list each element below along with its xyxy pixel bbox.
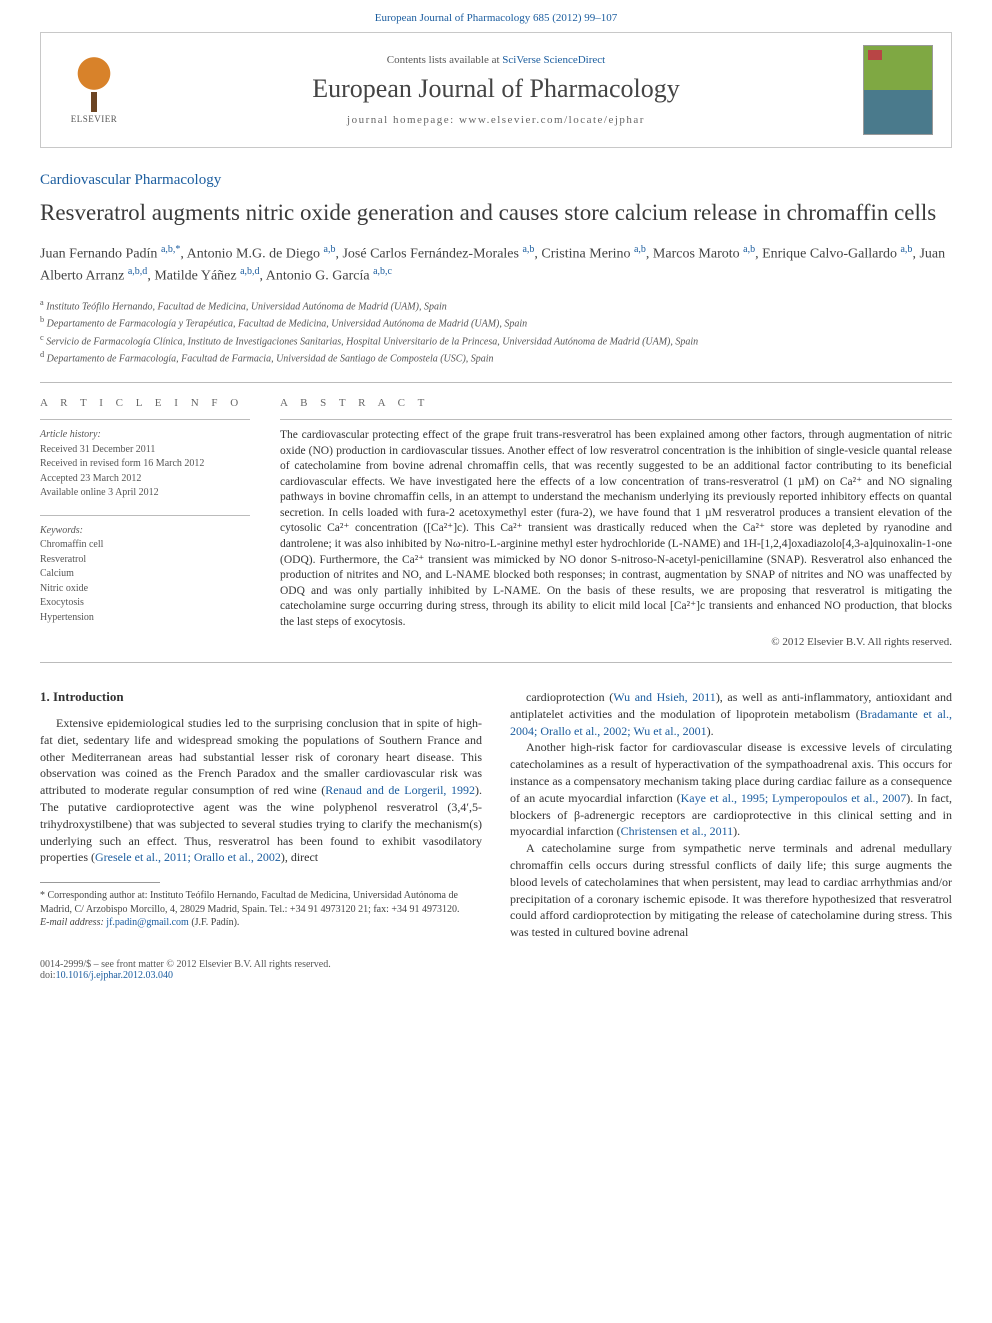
info-divider: [40, 419, 250, 420]
affiliation-line: a Instituto Teófilo Hernando, Facultad d…: [40, 297, 952, 314]
keyword-line: Chromaffin cell: [40, 538, 250, 553]
body-paragraph: Another high-risk factor for cardiovascu…: [510, 739, 952, 840]
article-info-heading: A R T I C L E I N F O: [40, 397, 250, 409]
affiliation-line: c Servicio de Farmacología Clínica, Inst…: [40, 332, 952, 349]
abstract-copyright: © 2012 Elsevier B.V. All rights reserved…: [280, 636, 952, 648]
top-citation: European Journal of Pharmacology 685 (20…: [0, 0, 992, 32]
article-info-column: A R T I C L E I N F O Article history: R…: [40, 397, 250, 648]
corresponding-footnote: * Corresponding author at: Instituto Teó…: [40, 889, 482, 916]
homepage-line: journal homepage: www.elsevier.com/locat…: [149, 114, 843, 126]
keyword-line: Resveratrol: [40, 553, 250, 568]
article-title: Resveratrol augments nitric oxide genera…: [40, 199, 952, 228]
abstract-column: A B S T R A C T The cardiovascular prote…: [280, 397, 952, 648]
footnote-divider: [40, 882, 160, 883]
email-label: E-mail address:: [40, 917, 106, 928]
body-columns: 1. Introduction Extensive epidemiologica…: [40, 689, 952, 941]
history-line: Available online 3 April 2012: [40, 486, 250, 501]
affiliation-line: d Departamento de Farmacología, Facultad…: [40, 349, 952, 366]
keywords-label: Keywords:: [40, 524, 250, 539]
divider-top: [40, 382, 952, 383]
body-left-column: 1. Introduction Extensive epidemiologica…: [40, 689, 482, 941]
keywords-block: Keywords: Chromaffin cellResveratrolCalc…: [40, 524, 250, 626]
history-line: Accepted 23 March 2012: [40, 472, 250, 487]
info-abstract-row: A R T I C L E I N F O Article history: R…: [40, 397, 952, 648]
elsevier-tree-icon: [69, 57, 119, 112]
contents-prefix: Contents lists available at: [387, 54, 502, 66]
abstract-text: The cardiovascular protecting effect of …: [280, 428, 952, 630]
scidirect-link[interactable]: SciVerse ScienceDirect: [502, 54, 605, 66]
doi-label: doi:: [40, 970, 56, 981]
history-line: Received 31 December 2011: [40, 443, 250, 458]
contents-line: Contents lists available at SciVerse Sci…: [149, 54, 843, 66]
authors-list: Juan Fernando Padín a,b,*, Antonio M.G. …: [40, 242, 952, 287]
keyword-line: Hypertension: [40, 611, 250, 626]
keyword-line: Calcium: [40, 567, 250, 582]
body-paragraph: A catecholamine surge from sympathetic n…: [510, 840, 952, 941]
elsevier-logo: ELSEVIER: [59, 50, 129, 130]
history-line: Received in revised form 16 March 2012: [40, 457, 250, 472]
abstract-heading: A B S T R A C T: [280, 397, 952, 409]
affiliation-line: b Departamento de Farmacología y Terapéu…: [40, 314, 952, 331]
intro-heading: 1. Introduction: [40, 689, 482, 705]
doi-link[interactable]: 10.1016/j.ejphar.2012.03.040: [56, 970, 174, 981]
article-history: Article history: Received 31 December 20…: [40, 428, 250, 501]
keyword-line: Exocytosis: [40, 596, 250, 611]
divider-bottom: [40, 662, 952, 663]
email-footnote: E-mail address: jf.padin@gmail.com (J.F.…: [40, 916, 482, 930]
elsevier-label: ELSEVIER: [71, 114, 118, 124]
header-center: Contents lists available at SciVerse Sci…: [129, 54, 863, 126]
issn-line: 0014-2999/$ – see front matter © 2012 El…: [40, 959, 952, 970]
email-suffix: (J.F. Padín).: [189, 917, 240, 928]
email-link[interactable]: jf.padin@gmail.com: [106, 917, 189, 928]
body-paragraph: Extensive epidemiological studies led to…: [40, 715, 482, 866]
body-paragraph: cardioprotection (Wu and Hsieh, 2011), a…: [510, 689, 952, 739]
body-right-column: cardioprotection (Wu and Hsieh, 2011), a…: [510, 689, 952, 941]
abstract-divider: [280, 419, 952, 420]
history-label: Article history:: [40, 428, 250, 443]
journal-title: European Journal of Pharmacology: [149, 74, 843, 104]
bottom-meta: 0014-2999/$ – see front matter © 2012 El…: [40, 959, 952, 981]
info-divider-2: [40, 515, 250, 516]
keyword-line: Nitric oxide: [40, 582, 250, 597]
journal-cover-thumbnail: [863, 45, 933, 135]
top-citation-link[interactable]: European Journal of Pharmacology 685 (20…: [375, 12, 618, 24]
section-label: Cardiovascular Pharmacology: [40, 172, 952, 189]
affiliations: a Instituto Teófilo Hernando, Facultad d…: [40, 297, 952, 366]
journal-header: ELSEVIER Contents lists available at Sci…: [40, 32, 952, 148]
